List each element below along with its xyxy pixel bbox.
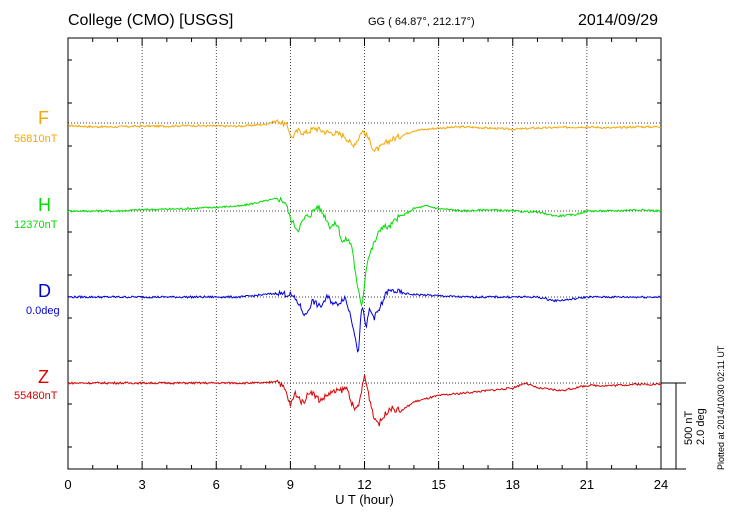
geographic-coordinates: GG ( 64.87°, 212.17°)	[368, 16, 475, 28]
panel-baseline-f: 56810nT	[14, 133, 58, 145]
x-tick-label: 12	[357, 477, 371, 492]
x-tick-label: 6	[213, 477, 220, 492]
x-tick-label: 3	[139, 477, 146, 492]
panel-baseline-d: 0.0deg	[26, 305, 60, 317]
x-axis-label: U T (hour)	[335, 492, 394, 507]
x-tick-label: 18	[506, 477, 520, 492]
panel-label-z: Z	[38, 367, 49, 387]
series-line-h	[67, 196, 662, 308]
series-line-z	[67, 374, 662, 427]
scale-nt: 500 nT	[683, 410, 695, 445]
panel-label-f: F	[38, 108, 49, 128]
panel-baseline-z: 55480nT	[14, 390, 58, 402]
station-title: College (CMO) [USGS]	[68, 12, 234, 29]
series-line-f	[68, 118, 662, 153]
series-line-d	[67, 288, 662, 353]
scale-label: 500 nT 2.0 deg	[683, 408, 707, 445]
x-tick-label: 21	[580, 477, 594, 492]
panel-label-h: H	[38, 195, 51, 215]
panel-label-d: D	[38, 281, 51, 301]
x-tick-label: 15	[431, 477, 445, 492]
x-tick-label: 24	[654, 477, 668, 492]
scale-deg: 2.0 deg	[695, 408, 707, 445]
x-tick-label: 0	[64, 477, 71, 492]
plot-date: 2014/09/29	[578, 12, 659, 29]
panel-baseline-h: 12370nT	[14, 219, 58, 231]
x-tick-label: 9	[287, 477, 294, 492]
plotted-timestamp: Plotted at 2014/10/30 02:11 UT	[716, 345, 726, 470]
